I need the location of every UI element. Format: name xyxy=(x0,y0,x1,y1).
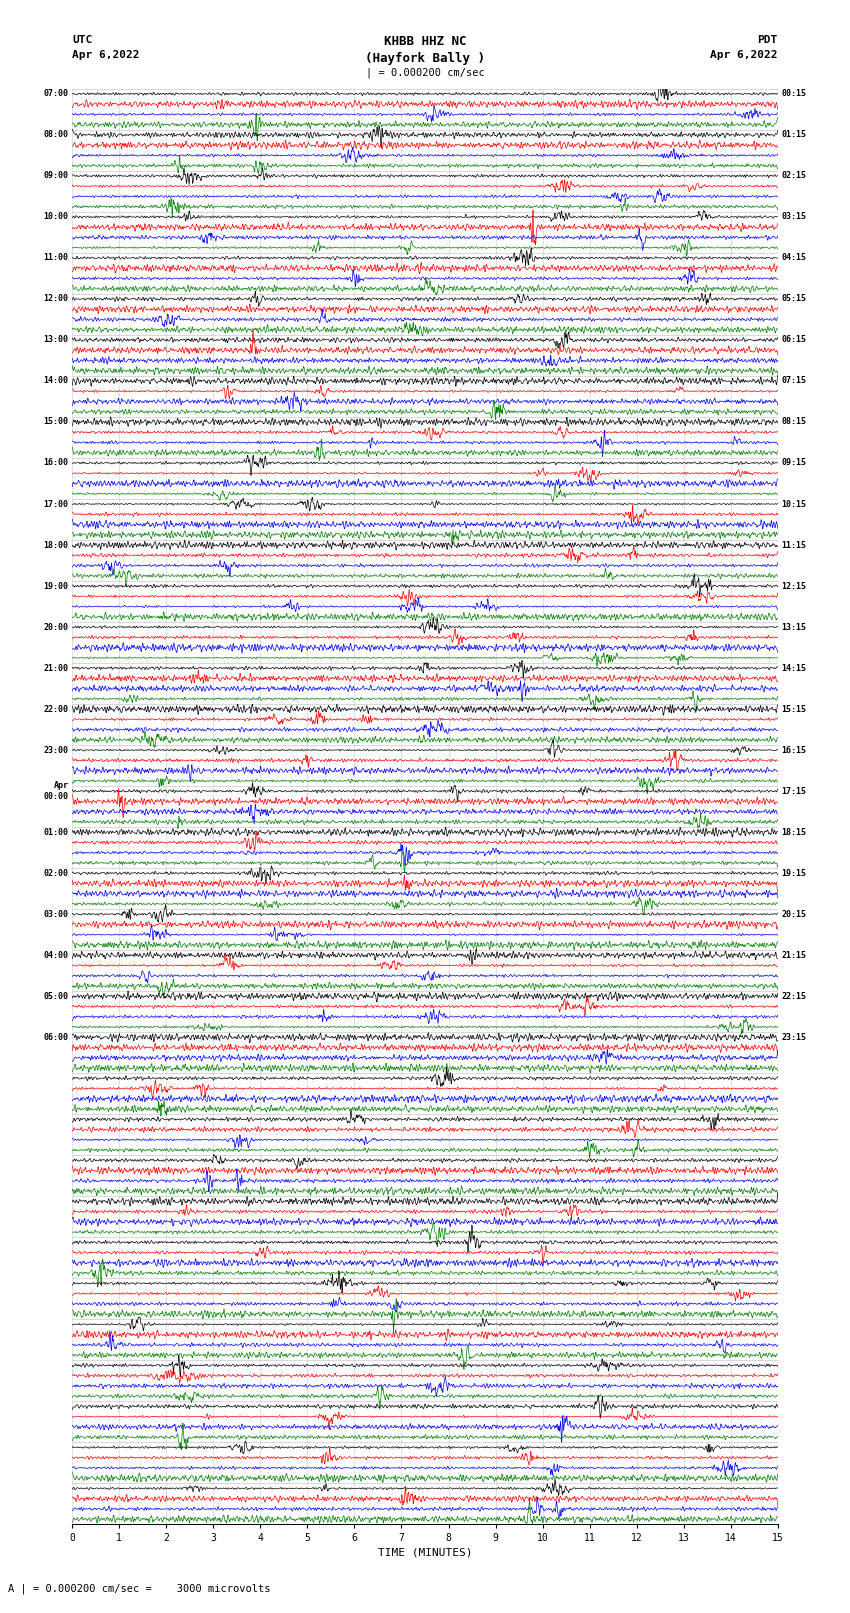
Text: 14:15: 14:15 xyxy=(781,663,807,673)
Text: 08:15: 08:15 xyxy=(781,418,807,426)
X-axis label: TIME (MINUTES): TIME (MINUTES) xyxy=(377,1547,473,1558)
Text: 05:00: 05:00 xyxy=(43,992,69,1000)
Text: 04:00: 04:00 xyxy=(43,950,69,960)
Text: 18:00: 18:00 xyxy=(43,540,69,550)
Text: PDT: PDT xyxy=(757,35,778,45)
Text: 15:15: 15:15 xyxy=(781,705,807,713)
Text: 23:00: 23:00 xyxy=(43,745,69,755)
Text: 11:00: 11:00 xyxy=(43,253,69,263)
Text: KHBB HHZ NC: KHBB HHZ NC xyxy=(383,35,467,48)
Text: 13:00: 13:00 xyxy=(43,336,69,345)
Text: Apr
00:00: Apr 00:00 xyxy=(43,781,69,800)
Text: 02:15: 02:15 xyxy=(781,171,807,181)
Text: Apr 6,2022: Apr 6,2022 xyxy=(711,50,778,60)
Text: 00:15: 00:15 xyxy=(781,89,807,98)
Text: 06:15: 06:15 xyxy=(781,336,807,345)
Text: (Hayfork Bally ): (Hayfork Bally ) xyxy=(365,52,485,65)
Text: 05:15: 05:15 xyxy=(781,295,807,303)
Text: 17:00: 17:00 xyxy=(43,500,69,508)
Text: 22:15: 22:15 xyxy=(781,992,807,1000)
Text: 11:15: 11:15 xyxy=(781,540,807,550)
Text: 01:15: 01:15 xyxy=(781,131,807,139)
Text: 14:00: 14:00 xyxy=(43,376,69,386)
Text: 21:00: 21:00 xyxy=(43,663,69,673)
Text: Apr 6,2022: Apr 6,2022 xyxy=(72,50,139,60)
Text: 23:15: 23:15 xyxy=(781,1032,807,1042)
Text: 01:00: 01:00 xyxy=(43,827,69,837)
Text: 19:15: 19:15 xyxy=(781,869,807,877)
Text: 18:15: 18:15 xyxy=(781,827,807,837)
Text: 03:00: 03:00 xyxy=(43,910,69,919)
Text: 13:15: 13:15 xyxy=(781,623,807,632)
Text: 03:15: 03:15 xyxy=(781,213,807,221)
Text: 08:00: 08:00 xyxy=(43,131,69,139)
Text: 12:15: 12:15 xyxy=(781,582,807,590)
Text: 20:00: 20:00 xyxy=(43,623,69,632)
Text: 17:15: 17:15 xyxy=(781,787,807,795)
Text: | = 0.000200 cm/sec: | = 0.000200 cm/sec xyxy=(366,68,484,79)
Text: 07:00: 07:00 xyxy=(43,89,69,98)
Text: 02:00: 02:00 xyxy=(43,869,69,877)
Text: 12:00: 12:00 xyxy=(43,295,69,303)
Text: A | = 0.000200 cm/sec =    3000 microvolts: A | = 0.000200 cm/sec = 3000 microvolts xyxy=(8,1582,271,1594)
Text: 20:15: 20:15 xyxy=(781,910,807,919)
Text: 22:00: 22:00 xyxy=(43,705,69,713)
Text: 10:15: 10:15 xyxy=(781,500,807,508)
Text: 06:00: 06:00 xyxy=(43,1032,69,1042)
Text: 07:15: 07:15 xyxy=(781,376,807,386)
Text: 10:00: 10:00 xyxy=(43,213,69,221)
Text: 04:15: 04:15 xyxy=(781,253,807,263)
Text: 16:00: 16:00 xyxy=(43,458,69,468)
Text: 09:15: 09:15 xyxy=(781,458,807,468)
Text: UTC: UTC xyxy=(72,35,93,45)
Text: 15:00: 15:00 xyxy=(43,418,69,426)
Text: 19:00: 19:00 xyxy=(43,582,69,590)
Text: 09:00: 09:00 xyxy=(43,171,69,181)
Text: 21:15: 21:15 xyxy=(781,950,807,960)
Text: 16:15: 16:15 xyxy=(781,745,807,755)
